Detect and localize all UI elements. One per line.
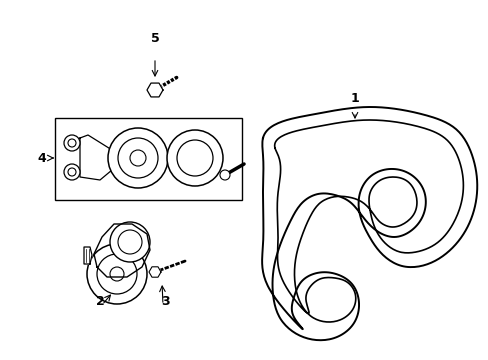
Polygon shape bbox=[80, 135, 118, 180]
Circle shape bbox=[64, 135, 80, 151]
Circle shape bbox=[68, 139, 76, 147]
Circle shape bbox=[68, 168, 76, 176]
Circle shape bbox=[110, 267, 124, 281]
Circle shape bbox=[97, 254, 137, 294]
Polygon shape bbox=[94, 224, 150, 277]
Text: 5: 5 bbox=[150, 32, 159, 45]
Circle shape bbox=[118, 138, 158, 178]
Text: 1: 1 bbox=[350, 92, 359, 105]
Polygon shape bbox=[149, 267, 161, 277]
Circle shape bbox=[167, 130, 223, 186]
Text: 3: 3 bbox=[161, 295, 169, 308]
Polygon shape bbox=[84, 247, 92, 264]
Text: 2: 2 bbox=[96, 295, 104, 308]
Bar bbox=[55, 118, 242, 200]
Circle shape bbox=[118, 230, 142, 254]
Circle shape bbox=[177, 140, 213, 176]
Circle shape bbox=[64, 164, 80, 180]
Polygon shape bbox=[147, 83, 163, 97]
Circle shape bbox=[110, 222, 150, 262]
Circle shape bbox=[87, 244, 147, 304]
Text: 4: 4 bbox=[38, 152, 46, 165]
Circle shape bbox=[130, 150, 146, 166]
Circle shape bbox=[108, 128, 168, 188]
Circle shape bbox=[220, 170, 229, 180]
